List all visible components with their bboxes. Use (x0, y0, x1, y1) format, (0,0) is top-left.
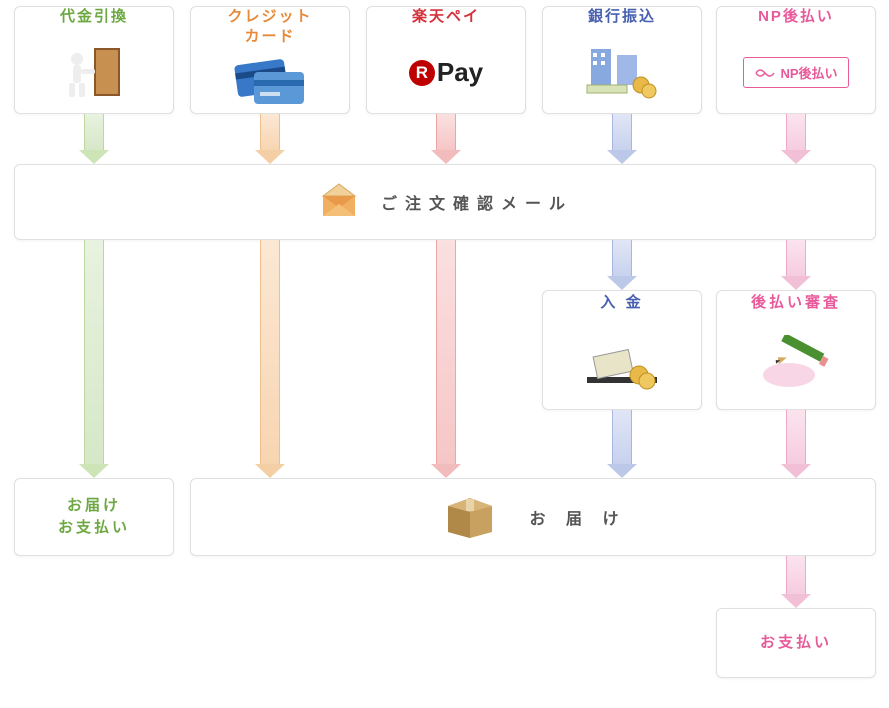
payment-method-icon: RPay (367, 33, 525, 114)
flow-arrow-icon (781, 114, 811, 164)
payment-method-box: 銀行振込 (542, 6, 702, 114)
payment-method-icon (191, 52, 349, 113)
payment-method-title: NP後払い (758, 7, 834, 27)
confirm-mail-label: ご注文確認メール (381, 190, 573, 214)
payment-method-box: 楽天ペイ RPay (366, 6, 526, 114)
final-pay-box: お支払い (716, 608, 876, 678)
money-slot-icon (543, 320, 701, 409)
flow-arrow-icon (607, 240, 637, 290)
package-icon (440, 490, 500, 545)
payment-method-title: 銀行振込 (588, 7, 656, 27)
deposit-title: 入 金 (600, 291, 643, 312)
flow-arrow-icon (607, 410, 637, 478)
flow-arrow-icon (781, 240, 811, 290)
confirm-mail-box: ご注文確認メール (14, 164, 876, 240)
envelope-icon (317, 182, 361, 223)
payment-method-icon (15, 33, 173, 114)
flow-arrow-icon (79, 240, 109, 478)
payment-method-icon: NP後払い (717, 33, 875, 114)
deliver-pay-box: お届けお支払い (14, 478, 174, 556)
flow-arrow-icon (781, 410, 811, 478)
payment-method-box: 代金引換 (14, 6, 174, 114)
flow-arrow-icon (607, 114, 637, 164)
payment-method-box: クレジットカード (190, 6, 350, 114)
pencil-icon (717, 320, 875, 409)
deliver-box: お 届 け (190, 478, 876, 556)
flow-arrow-icon (255, 114, 285, 164)
deliver-pay-label: お届けお支払い (58, 495, 130, 540)
flow-arrow-icon (255, 240, 285, 478)
payment-method-box: NP後払い NP後払い (716, 6, 876, 114)
flow-arrow-icon (79, 114, 109, 164)
flow-arrow-icon (431, 240, 461, 478)
flow-arrow-icon (781, 556, 811, 608)
payment-method-title: クレジットカード (227, 7, 312, 46)
review-box: 後払い審査 (716, 290, 876, 410)
payment-method-title: 楽天ペイ (412, 7, 480, 27)
review-title: 後払い審査 (751, 291, 841, 312)
final-pay-label: お支払い (760, 632, 832, 655)
payment-method-icon (543, 33, 701, 114)
payment-method-title: 代金引換 (60, 7, 128, 27)
flow-arrow-icon (431, 114, 461, 164)
deposit-box: 入 金 (542, 290, 702, 410)
deliver-label: お 届 け (530, 505, 627, 529)
